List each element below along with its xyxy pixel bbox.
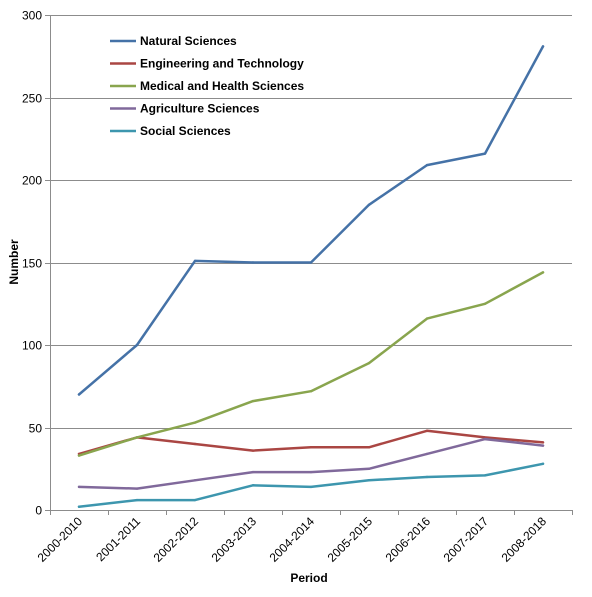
x-tick-label: 2006-2016: [383, 514, 434, 565]
data-point: [193, 442, 197, 446]
data-point: [309, 261, 313, 264]
legend-item: Medical and Health Sciences: [110, 79, 304, 93]
data-point: [425, 429, 429, 432]
data-point: [541, 271, 545, 274]
x-tick-labels: 2000-2010 2001-2011 2002-2012 2003-2013 2004…: [35, 514, 550, 565]
x-tick-label: 2001-2011: [93, 514, 143, 564]
data-point: [483, 152, 487, 155]
data-point: [77, 485, 81, 489]
data-point: [193, 479, 197, 482]
data-point: [135, 436, 139, 439]
legend-label: Medical and Health Sciences: [140, 79, 304, 93]
axes: [45, 15, 573, 515]
data-point: [309, 485, 313, 489]
x-tick-label: 2007-2017: [441, 514, 492, 565]
data-point: [135, 498, 139, 502]
x-tick-label: 2008-2018: [499, 514, 550, 565]
data-point: [541, 462, 545, 465]
data-point: [135, 343, 139, 347]
data-point: [77, 393, 81, 396]
y-tick-label: 300: [22, 9, 42, 23]
data-point: [193, 421, 197, 424]
data-point: [541, 444, 545, 447]
data-point: [251, 449, 255, 452]
data-point: [483, 437, 487, 441]
y-tick-label: 0: [35, 504, 42, 518]
data-point: [309, 470, 313, 474]
x-axis-title: Period: [290, 571, 327, 585]
legend-item: Social Sciences: [110, 124, 231, 138]
legend-item: Engineering and Technology: [110, 57, 304, 71]
legend: Natural Sciences Engineering and Technolo…: [110, 34, 304, 138]
data-point: [193, 259, 197, 263]
data-point: [367, 361, 371, 365]
data-point: [541, 45, 545, 48]
data-point: [251, 484, 255, 487]
y-tick-label: 100: [22, 339, 42, 353]
data-point: [541, 441, 545, 444]
data-point: [367, 467, 371, 470]
y-tick-label: 200: [22, 174, 42, 188]
data-point: [77, 454, 81, 457]
data-point: [367, 479, 371, 482]
x-tick-label: 2005-2015: [325, 514, 376, 565]
data-point: [77, 505, 81, 508]
legend-label: Engineering and Technology: [140, 57, 304, 71]
data-point: [483, 474, 487, 477]
legend-label: Agriculture Sciences: [140, 102, 260, 116]
y-axis-title: Number: [7, 239, 21, 285]
x-tick-label: 2003-2013: [209, 514, 260, 565]
legend-label: Social Sciences: [140, 124, 231, 138]
data-point: [425, 317, 429, 320]
legend-item: Natural Sciences: [110, 34, 237, 48]
data-point: [309, 390, 313, 393]
series-lines: [77, 45, 545, 508]
x-tick-label: 2004-2014: [267, 514, 318, 565]
data-point: [425, 475, 429, 479]
data-point: [251, 399, 255, 403]
x-tick-label: 2000-2010: [35, 514, 86, 565]
data-point: [193, 498, 197, 502]
gridlines: [50, 15, 572, 429]
legend-item: Agriculture Sciences: [110, 102, 260, 116]
data-point: [251, 470, 255, 474]
x-tick-label: 2002-2012: [151, 514, 202, 565]
y-tick-label: 250: [22, 92, 42, 106]
y-tick-label: 150: [22, 257, 42, 271]
y-tick-label: 50: [29, 422, 43, 436]
data-point: [135, 487, 139, 490]
data-point: [367, 203, 371, 206]
legend-label: Natural Sciences: [140, 34, 237, 48]
data-point: [483, 302, 487, 305]
data-point: [309, 446, 313, 449]
y-tick-labels: 0 50 100 150 200 250 300: [22, 9, 42, 518]
series-line-social-sciences: [77, 462, 545, 508]
data-point: [367, 446, 371, 449]
data-point: [251, 261, 255, 264]
data-point: [425, 452, 429, 456]
data-point: [425, 163, 429, 167]
